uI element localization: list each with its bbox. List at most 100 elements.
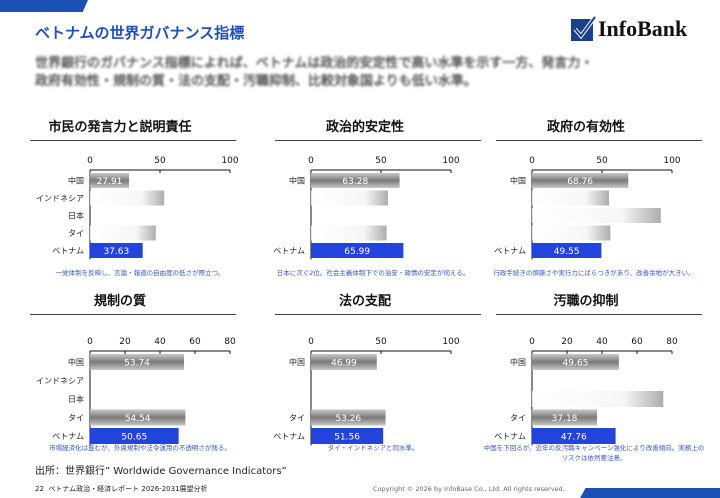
x-tick-label: 100 bbox=[442, 337, 459, 347]
x-tick-label: 100 bbox=[442, 156, 459, 166]
title-underline bbox=[30, 314, 236, 315]
category-label: 日本 bbox=[68, 211, 84, 221]
x-tick-label: 60 bbox=[631, 337, 643, 347]
x-tick-label: 40 bbox=[596, 337, 608, 347]
data-label: 63.28 bbox=[342, 177, 368, 187]
chart-panel: 法の支配 0 50 100 中国 46.99 タイ 53.26 ベトナム 51.56 タイ・インドネ… bbox=[245, 290, 485, 460]
bar bbox=[532, 173, 629, 188]
data-label: 54.54 bbox=[125, 414, 151, 424]
chart-note: 日本に次ぐ2位。社会主義体制下での治安・政情の安定が伺える。 bbox=[276, 269, 470, 277]
chart-title: 市民の発言力と説明責任 bbox=[48, 120, 192, 135]
chart-note: タイ・インドネシアと同水準。 bbox=[327, 444, 419, 452]
data-label: 37.18 bbox=[552, 414, 578, 424]
bar-vietnam bbox=[90, 428, 179, 444]
bar bbox=[311, 225, 387, 241]
page-footer: 22 ベトナム政治・経済レポート 2026-2031展望分析 bbox=[35, 484, 208, 494]
bar bbox=[532, 190, 609, 206]
bar-vietnam bbox=[90, 243, 143, 258]
data-label: 49.55 bbox=[554, 247, 580, 257]
x-tick-label: 0 bbox=[87, 337, 93, 347]
chart-panel: 規制の質 0 20 40 60 80 中国 53.74 インドネシア 日本 タイ 54.54 ベトナム 5… bbox=[0, 290, 240, 460]
chart-title: 政府の有効性 bbox=[546, 120, 625, 135]
chart-panel: 市民の発言力と説明責任 0 50 100 中国 27.91 インドネシア 日本 タイ ベトナム 37… bbox=[0, 116, 240, 286]
copyright: Copyright © 2026 by InfoBase Co., Ltd. A… bbox=[373, 485, 565, 493]
chart-note: 市場経済化は進むが、外資規制や法令運用の不透明さが残る。 bbox=[49, 444, 231, 452]
x-tick-label: 40 bbox=[154, 337, 166, 347]
bar bbox=[532, 208, 661, 223]
category-label: 中国 bbox=[289, 176, 305, 186]
category-label: タイ bbox=[510, 414, 526, 423]
x-tick-label: 0 bbox=[308, 156, 314, 166]
title-underline bbox=[275, 140, 481, 141]
title-underline bbox=[496, 314, 702, 315]
chart-title: 政治的安定性 bbox=[325, 120, 404, 135]
checkbox-logo-icon bbox=[571, 16, 596, 41]
bar-vietnam bbox=[311, 428, 384, 444]
data-label: 51.56 bbox=[334, 433, 360, 443]
data-label: 50.65 bbox=[121, 433, 147, 443]
bar bbox=[90, 190, 165, 206]
x-tick-label: 0 bbox=[529, 337, 535, 347]
chart-title: 汚職の抑制 bbox=[553, 294, 619, 309]
category-label: 中国 bbox=[68, 357, 84, 367]
data-label: 27.91 bbox=[97, 177, 123, 187]
source-note: 出所：世界銀行” Worldwide Governance Indicators… bbox=[35, 466, 287, 477]
x-tick-label: 100 bbox=[221, 156, 238, 166]
subtitle-line-1: 世界銀行のガバナンス指標によれば、ベトナムは政治的安定性で高い水準を示す一方、発… bbox=[35, 56, 594, 71]
category-label: 中国 bbox=[289, 357, 305, 367]
data-label: 53.26 bbox=[335, 414, 361, 424]
bar bbox=[90, 225, 156, 241]
category-label: 中国 bbox=[510, 176, 526, 186]
x-tick-label: 0 bbox=[87, 156, 93, 166]
category-label: インドネシア bbox=[36, 377, 84, 386]
bar bbox=[532, 225, 611, 241]
bar bbox=[90, 354, 185, 370]
chart-panel: 政治的安定性 0 50 100 中国 63.28 ベトナム 65.99 日本に次ぐ2位。社会主義… bbox=[245, 116, 485, 286]
category-label: 中国 bbox=[68, 176, 84, 186]
chart-title: 法の支配 bbox=[338, 294, 391, 309]
x-tick-label: 60 bbox=[189, 337, 201, 347]
bar bbox=[311, 173, 400, 188]
bar bbox=[532, 354, 619, 370]
chart-title: 規制の質 bbox=[93, 294, 146, 309]
bar bbox=[311, 354, 377, 370]
category-label: 中国 bbox=[510, 357, 526, 367]
chart-note: 行政手続きの煩雑さや実行力にばらつきがあり、改善余地が大きい。 bbox=[493, 269, 695, 277]
data-label: 65.99 bbox=[344, 247, 370, 257]
bar bbox=[532, 391, 664, 407]
header-accent-bar bbox=[0, 0, 88, 12]
category-label: タイ bbox=[289, 414, 305, 423]
title-underline bbox=[30, 140, 236, 141]
bar-chart: 0 50 100 中国 63.28 ベトナム 65.99 bbox=[273, 156, 460, 260]
x-tick-label: 20 bbox=[119, 337, 131, 347]
x-tick-label: 50 bbox=[375, 156, 387, 166]
x-tick-label: 80 bbox=[224, 337, 236, 347]
data-label: 53.74 bbox=[124, 359, 150, 369]
data-label: 49.65 bbox=[563, 359, 589, 369]
data-label: 47.76 bbox=[561, 433, 587, 443]
page-title: ベトナムの世界ガバナンス指標 bbox=[35, 24, 245, 42]
bar-vietnam bbox=[532, 428, 616, 444]
x-tick-label: 0 bbox=[529, 156, 535, 166]
bar-chart: 0 50 100 中国 46.99 タイ 53.26 ベトナム 51.56 bbox=[273, 337, 460, 446]
infobank-logo: InfoBank bbox=[570, 16, 687, 42]
data-label: 37.63 bbox=[103, 247, 129, 257]
category-label: ベトナム bbox=[52, 247, 84, 256]
chart-panel: 汚職の抑制 0 20 40 60 80 中国 49.65 タイ 37.18 ベトナム 47.76 中国を… bbox=[466, 290, 706, 462]
category-label: ベトナム bbox=[494, 432, 526, 441]
x-tick-label: 50 bbox=[596, 156, 608, 166]
chart-panel: 政府の有効性 0 50 100 中国 68.76 ベトナム 49.55 行政手続きの煩雑さや実行… bbox=[466, 116, 706, 286]
category-label: ベトナム bbox=[273, 432, 305, 441]
x-tick-label: 100 bbox=[663, 156, 680, 166]
bar-vietnam bbox=[532, 243, 602, 258]
data-label: 46.99 bbox=[331, 359, 357, 369]
bar-chart: 0 50 100 中国 68.76 ベトナム 49.55 bbox=[494, 156, 681, 260]
bar bbox=[532, 409, 598, 426]
bar bbox=[90, 173, 130, 188]
chart-note: 一党体制を反映し、言論・報道の自由度の低さが際立つ。 bbox=[55, 269, 225, 277]
x-tick-label: 20 bbox=[561, 337, 573, 347]
logo-text: InfoBank bbox=[598, 16, 688, 41]
page-number: 22 bbox=[35, 485, 44, 493]
